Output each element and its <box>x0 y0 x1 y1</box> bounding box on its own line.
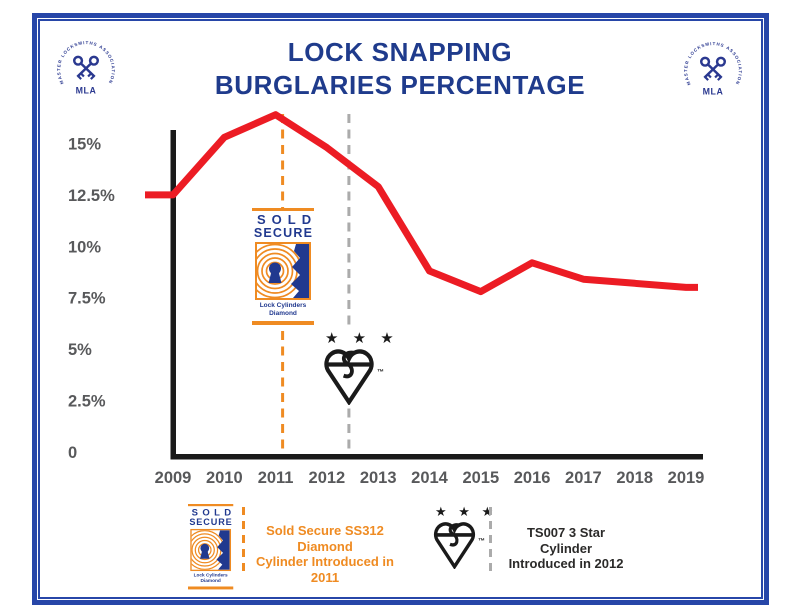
legend-divider-orange <box>242 507 245 577</box>
kitemark-heart-icon <box>322 348 376 405</box>
three-stars-icon: ★ ★ ★ <box>435 504 498 519</box>
outer-border-frame <box>32 13 769 605</box>
x-tick-label: 2009 <box>155 469 192 487</box>
kitemark-heart-icon <box>432 521 477 569</box>
trend-line <box>145 111 698 296</box>
x-tick-label: 2012 <box>309 469 346 487</box>
ts007-kitemark-badge: ★ ★ ★ ™ <box>321 330 399 405</box>
x-axis-year-labels: 2009 2010 2011 2012 2013 2014 2015 2016 2017 2018… <box>155 469 705 487</box>
page-title: LOCK SNAPPING BURGLARIES PERCENTAGE <box>0 36 800 102</box>
inner-border-line <box>38 19 763 599</box>
sold-secure-caption-line1: Lock Cylinders <box>259 302 307 309</box>
sold-secure-keyhole-icon <box>190 529 231 571</box>
y-axis <box>170 130 176 460</box>
trademark-symbol: ™ <box>478 538 485 545</box>
ts007-kitemark-badge-legend: ★ ★ ★ ™ <box>431 504 498 569</box>
x-tick-label: 2017 <box>565 469 602 487</box>
sold-secure-word-secure: SECURE <box>253 226 314 240</box>
legend-divider-gray <box>489 507 492 577</box>
x-axis <box>170 454 703 460</box>
x-tick-label: 2018 <box>616 469 653 487</box>
sold-secure-keyhole-icon <box>255 242 311 300</box>
x-tick-label: 2010 <box>206 469 243 487</box>
y-tick-label: 0 <box>68 444 77 462</box>
page-title-line1: LOCK SNAPPING <box>287 37 513 67</box>
x-tick-label: 2013 <box>360 469 397 487</box>
y-tick-label: 5% <box>68 341 92 359</box>
y-tick-label: 15% <box>68 135 101 153</box>
y-tick-label: 12.5% <box>68 187 115 205</box>
three-stars-icon: ★ ★ ★ <box>325 330 399 347</box>
x-tick-label: 2019 <box>668 469 705 487</box>
x-tick-label: 2016 <box>514 469 551 487</box>
x-tick-label: 2014 <box>411 469 449 487</box>
y-tick-label: 10% <box>68 238 101 256</box>
y-axis-tick-labels: 15% 12.5% 10% 7.5% 5% 2.5% 0 <box>68 135 115 462</box>
sold-secure-top-bar <box>252 208 314 211</box>
sold-secure-word-sold: SOLD <box>257 212 318 227</box>
legend-caption-sold-secure: Sold Secure SS312 Diamond Cylinder Intro… <box>256 523 394 585</box>
sold-secure-badge: SOLD SECURE Lock Cylinders Diamond <box>252 208 314 325</box>
sold-secure-badge-legend: SOLD SECURE Lock Cylinders Diamond <box>188 504 234 590</box>
y-tick-label: 7.5% <box>68 290 106 308</box>
page-title-line2: BURGLARIES PERCENTAGE <box>214 70 586 100</box>
x-tick-label: 2015 <box>462 469 499 487</box>
sold-secure-bottom-bar <box>252 321 314 325</box>
y-tick-label: 2.5% <box>68 393 106 411</box>
trademark-symbol: ™ <box>377 369 384 376</box>
sold-secure-caption-line2: Diamond <box>269 310 297 317</box>
legend-caption-ts007: TS007 3 Star Cylinder Introduced in 2012 <box>508 525 624 571</box>
x-tick-label: 2011 <box>258 469 294 487</box>
